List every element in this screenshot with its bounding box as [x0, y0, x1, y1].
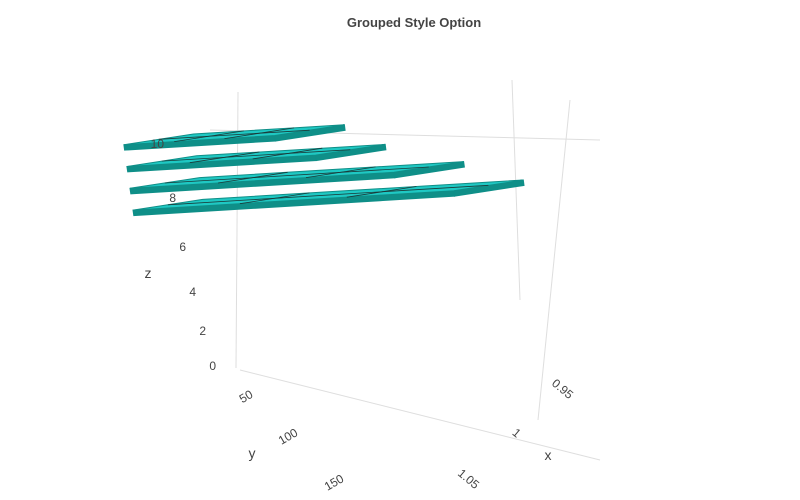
plate-9-gridline-x	[161, 149, 351, 162]
z-tick-10: 10	[151, 137, 165, 151]
x-tick-095: 0.95	[549, 376, 576, 402]
z-tick-8: 8	[169, 191, 176, 205]
z-tick-0: 0	[209, 359, 216, 373]
chart-title: Grouped Style Option	[347, 15, 481, 30]
z-tick-4: 4	[189, 285, 196, 299]
x-axis-label: x	[545, 447, 552, 463]
y-tick-100: 100	[276, 425, 301, 447]
plate-10-gridline-x	[158, 129, 310, 140]
z-tick-2: 2	[199, 324, 206, 338]
plates	[123, 124, 525, 217]
y-tick-50: 50	[237, 387, 256, 406]
x-tick-105: 1.05	[455, 466, 482, 492]
y-tick-labels: 50 100 150	[237, 387, 347, 494]
x-tick-labels: 0.95 1 1.05	[455, 376, 576, 492]
y-tick-150: 150	[322, 471, 347, 493]
plate-7-gridline-x	[167, 184, 489, 206]
plate-8-gridline-x	[164, 166, 429, 184]
z-tick-6: 6	[179, 240, 186, 254]
z-axis-label: z	[145, 265, 152, 281]
z-tick-labels: 0 2 4 6 8 10	[151, 137, 217, 373]
y-axis-label: y	[249, 445, 256, 461]
